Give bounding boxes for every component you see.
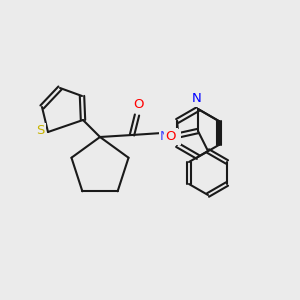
Text: O: O	[133, 98, 143, 112]
Text: O: O	[166, 130, 176, 142]
Text: N: N	[192, 92, 202, 106]
Text: NH: NH	[160, 130, 180, 143]
Text: S: S	[36, 124, 44, 137]
